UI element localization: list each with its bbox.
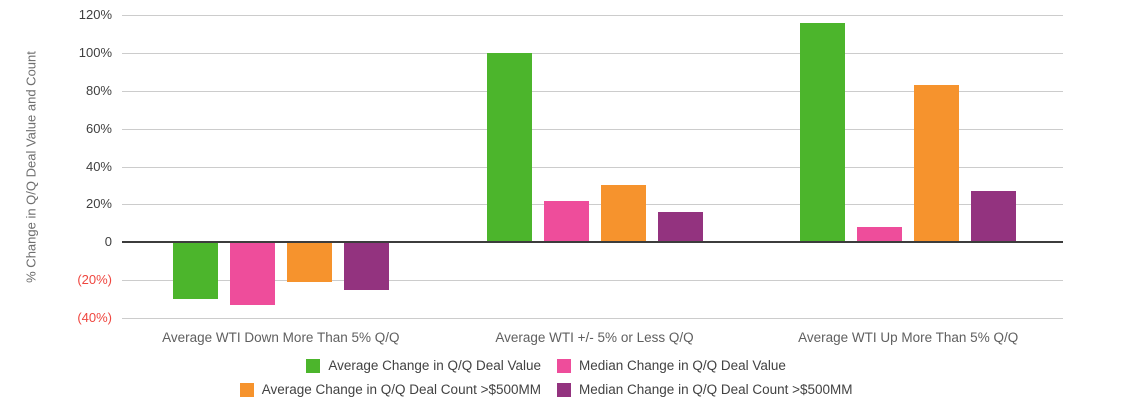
gridline bbox=[122, 166, 1063, 168]
gridline bbox=[122, 90, 1063, 92]
y-tick-label: 0 bbox=[104, 234, 112, 250]
bar bbox=[486, 52, 532, 243]
gridline bbox=[122, 204, 1063, 206]
bar bbox=[172, 242, 218, 300]
legend-swatch-icon bbox=[557, 382, 571, 397]
gridline bbox=[122, 15, 1063, 16]
y-tick-label: 20% bbox=[85, 196, 112, 212]
legend-swatch-icon bbox=[557, 358, 571, 373]
bar bbox=[971, 191, 1017, 243]
legend-label: Median Change in Q/Q Deal Count >$500MM bbox=[579, 382, 853, 397]
legend-label: Average Change in Q/Q Deal Value bbox=[328, 358, 541, 373]
x-category-label: Average WTI +/- 5% or Less Q/Q bbox=[495, 330, 694, 345]
bar bbox=[600, 185, 646, 243]
bar bbox=[286, 242, 332, 283]
y-tick-label: 100% bbox=[78, 44, 112, 60]
bar bbox=[343, 242, 389, 290]
gridline bbox=[122, 128, 1063, 130]
gridline bbox=[122, 318, 1063, 319]
bar bbox=[914, 85, 960, 243]
gridline bbox=[122, 52, 1063, 54]
legend-item: Average Change in Q/Q Deal Value bbox=[306, 358, 541, 373]
bar bbox=[657, 211, 703, 243]
y-tick-label: (20%) bbox=[77, 272, 112, 288]
bar bbox=[857, 227, 903, 243]
legend-item: Median Change in Q/Q Deal Value bbox=[557, 358, 786, 373]
legend-swatch-icon bbox=[239, 382, 254, 397]
legend-item: Median Change in Q/Q Deal Count >$500MM bbox=[557, 382, 853, 397]
y-tick-label: 60% bbox=[85, 120, 112, 136]
legend-label: Median Change in Q/Q Deal Value bbox=[579, 358, 786, 373]
legend-label: Average Change in Q/Q Deal Count >$500MM bbox=[261, 382, 541, 397]
y-axis-title: % Change in Q/Q Deal Value and Count bbox=[23, 51, 39, 283]
y-tick-label: 40% bbox=[85, 158, 112, 174]
y-tick-label: (40%) bbox=[77, 310, 112, 325]
plot-area bbox=[122, 15, 1063, 319]
x-category-label: Average WTI Up More Than 5% Q/Q bbox=[798, 330, 1019, 345]
y-tick-label: 120% bbox=[78, 7, 112, 22]
legend-item: Average Change in Q/Q Deal Count >$500MM bbox=[239, 382, 541, 397]
x-category-label: Average WTI Down More Than 5% Q/Q bbox=[162, 330, 400, 345]
bar bbox=[229, 242, 275, 305]
legend-swatch-icon bbox=[306, 358, 321, 373]
bar bbox=[800, 22, 846, 243]
legend: Average Change in Q/Q Deal Value Median C… bbox=[0, 358, 1122, 397]
y-tick-label: 80% bbox=[85, 82, 112, 98]
bar bbox=[543, 200, 589, 243]
gridline bbox=[122, 280, 1063, 282]
zero-baseline bbox=[122, 241, 1063, 244]
